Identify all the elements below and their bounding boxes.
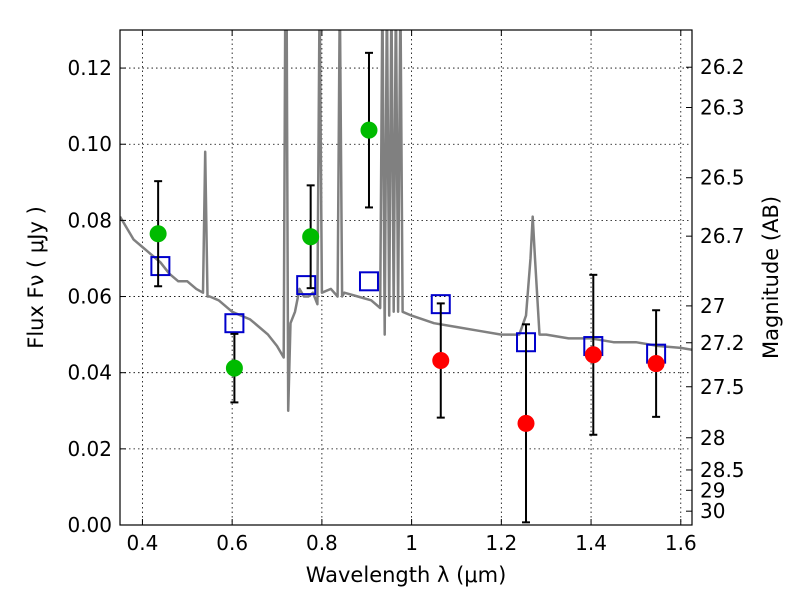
model-square-marker — [150, 256, 171, 277]
x-tick-label: 1.2 — [485, 531, 517, 555]
ticks: 0.4 0.6 0.8 1 1.2 1.4 1.6 0.00 0.02 0.04 0.06 0.08 0… — [67, 30, 745, 555]
y-tick-label: 0.10 — [67, 132, 112, 156]
y2-tick-label: 26.2 — [700, 55, 745, 79]
y2-axis-label: Magnitude (AB) — [759, 196, 783, 359]
y-tick-label: 0.08 — [67, 208, 112, 232]
model-spectrum-line — [120, 30, 692, 413]
x-tick-label: 1.6 — [665, 531, 697, 555]
y-tick-label: 0.06 — [67, 285, 112, 309]
y2-tick-label: 27.2 — [700, 331, 745, 355]
grid-lines — [120, 30, 692, 526]
x-tick-label: 0.6 — [216, 531, 248, 555]
model-square-marker — [358, 271, 379, 292]
y2-tick-label: 27.5 — [700, 375, 745, 399]
x-axis-label: Wavelength λ (μm) — [306, 563, 507, 587]
model-square-marker — [224, 313, 245, 334]
y-tick-label: 0.00 — [67, 513, 112, 537]
x-tick-label: 0.4 — [127, 531, 159, 555]
photometry-point — [302, 228, 320, 246]
photometry-point — [647, 355, 665, 373]
x-tick-label: 1.4 — [575, 531, 607, 555]
y2-tick-label: 29 — [700, 478, 725, 502]
y-tick-label: 0.04 — [67, 361, 112, 385]
plot-area — [120, 30, 692, 524]
model-square-marker — [296, 275, 317, 296]
y2-tick-label: 28 — [700, 426, 725, 450]
y2-tick-label: 27 — [700, 294, 725, 318]
photometry-point — [225, 359, 243, 377]
axes-frame — [119, 29, 693, 526]
y-tick-label: 0.12 — [67, 56, 112, 80]
y-tick-label: 0.02 — [67, 437, 112, 461]
photometry-point — [584, 346, 602, 364]
y2-tick-label: 28.5 — [700, 458, 745, 482]
photometry-point — [149, 225, 167, 243]
y2-tick-label: 30 — [700, 499, 725, 523]
y2-tick-label: 26.7 — [700, 224, 745, 248]
x-tick-label: 1 — [405, 531, 418, 555]
photometry-point — [517, 414, 535, 432]
y2-tick-label: 26.5 — [700, 166, 745, 190]
photometry-point — [432, 352, 450, 370]
photometry-point — [360, 121, 378, 139]
x-tick-label: 0.8 — [306, 531, 338, 555]
y-axis-label: Flux Fν ( μJy ) — [24, 206, 48, 349]
y2-tick-label: 26.3 — [700, 95, 745, 119]
